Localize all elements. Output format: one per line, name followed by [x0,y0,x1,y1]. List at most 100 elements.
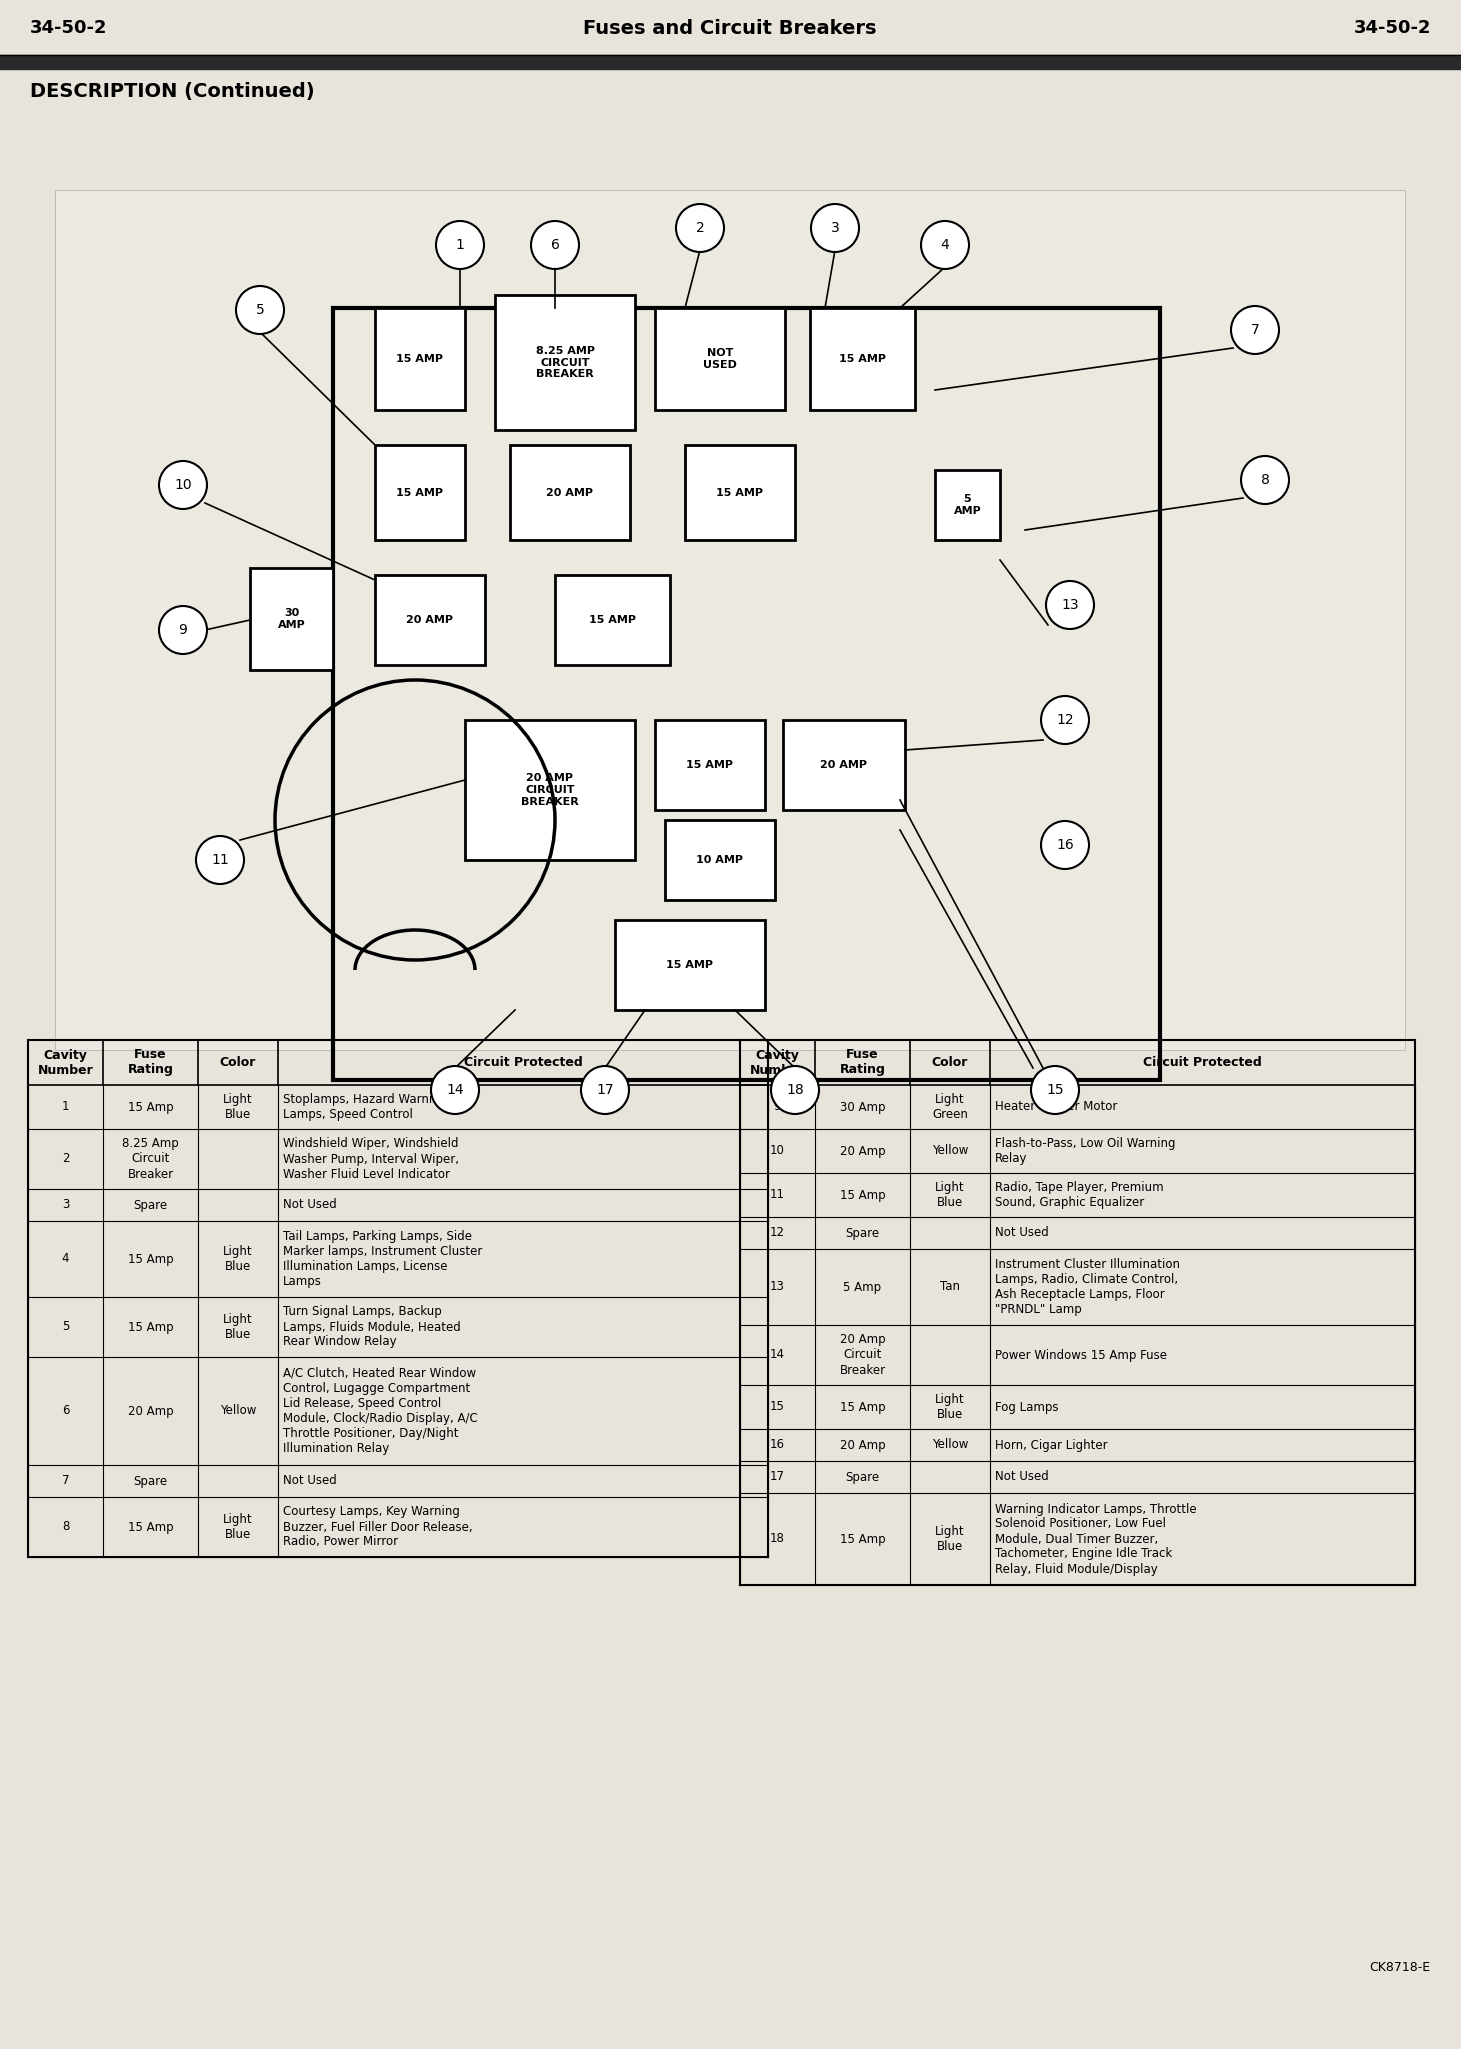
Text: 30
AMP: 30 AMP [278,609,305,629]
Text: 8.25 AMP
CIRCUIT
BREAKER: 8.25 AMP CIRCUIT BREAKER [536,346,595,379]
Text: 4: 4 [61,1252,69,1266]
Text: 12: 12 [770,1227,785,1240]
Text: Fog Lamps: Fog Lamps [995,1402,1059,1414]
Text: 16: 16 [770,1438,785,1451]
Text: Light
Blue: Light Blue [935,1524,964,1553]
Text: 10: 10 [770,1145,785,1158]
Text: 5 Amp: 5 Amp [843,1281,881,1293]
Text: 1: 1 [456,238,465,252]
Bar [655,719,766,809]
Bar [555,576,671,666]
Bar [495,295,636,430]
Text: Not Used: Not Used [995,1227,1049,1240]
Text: Cavity
Number: Cavity Number [38,1049,94,1076]
Text: 15 Amp: 15 Amp [127,1252,174,1266]
Bar [56,191,1405,1049]
Text: Light
Blue: Light Blue [224,1512,253,1541]
Text: Light
Blue: Light Blue [935,1393,964,1422]
Text: 6: 6 [61,1404,69,1418]
Text: 5
AMP: 5 AMP [954,494,982,516]
Text: Yellow: Yellow [932,1438,969,1451]
Bar [665,820,774,900]
Text: 3: 3 [831,221,840,236]
Text: 15 AMP: 15 AMP [666,961,713,969]
Text: 9: 9 [178,623,187,637]
Text: Turn Signal Lamps, Backup
Lamps, Fluids Module, Heated
Rear Window Relay: Turn Signal Lamps, Backup Lamps, Fluids … [283,1305,460,1348]
Text: 8: 8 [1261,473,1270,488]
Text: 2: 2 [61,1152,69,1166]
Text: Fuse
Rating: Fuse Rating [840,1049,885,1076]
Text: 14: 14 [770,1348,785,1361]
Text: Cavity
Number: Cavity Number [749,1049,805,1076]
Text: 15 Amp: 15 Amp [840,1402,885,1414]
Text: Not Used: Not Used [283,1475,336,1488]
Text: Spare: Spare [846,1471,880,1483]
Text: Horn, Cigar Lighter: Horn, Cigar Lighter [995,1438,1107,1451]
Text: 20 AMP: 20 AMP [406,615,453,625]
Text: Spare: Spare [133,1199,168,1211]
Text: 11: 11 [212,852,229,867]
Text: Power Windows 15 Amp Fuse: Power Windows 15 Amp Fuse [995,1348,1167,1361]
Bar [375,445,465,541]
Text: 14: 14 [446,1084,463,1096]
Circle shape [1240,457,1289,504]
Text: 11: 11 [770,1188,785,1201]
Circle shape [431,1065,479,1115]
Text: 20 AMP: 20 AMP [821,760,868,770]
Text: 5: 5 [61,1320,69,1334]
Text: 20 AMP
CIRCUIT
BREAKER: 20 AMP CIRCUIT BREAKER [522,772,579,807]
Circle shape [1042,697,1088,744]
Text: 15 Amp: 15 Amp [840,1533,885,1545]
Text: Color: Color [932,1055,969,1070]
Text: 15 AMP: 15 AMP [396,488,444,498]
Text: 34-50-2: 34-50-2 [1353,18,1430,37]
Bar [510,445,630,541]
Text: Spare: Spare [133,1475,168,1488]
Text: Radio, Tape Player, Premium
Sound, Graphic Equalizer: Radio, Tape Player, Premium Sound, Graph… [995,1180,1163,1209]
Text: Fuses and Circuit Breakers: Fuses and Circuit Breakers [583,18,877,37]
Bar [935,469,999,541]
Text: 20 AMP: 20 AMP [546,488,593,498]
Text: 13: 13 [770,1281,785,1293]
Text: 20 Amp: 20 Amp [127,1404,174,1418]
Text: Instrument Cluster Illumination
Lamps, Radio, Climate Control,
Ash Receptacle La: Instrument Cluster Illumination Lamps, R… [995,1258,1180,1315]
Text: DESCRIPTION (Continued): DESCRIPTION (Continued) [31,82,314,100]
Text: Yellow: Yellow [932,1145,969,1158]
Text: Warning Indicator Lamps, Throttle
Solenoid Positioner, Low Fuel
Module, Dual Tim: Warning Indicator Lamps, Throttle Soleno… [995,1502,1197,1576]
Text: 15 AMP: 15 AMP [687,760,733,770]
Circle shape [581,1065,630,1115]
Circle shape [676,205,725,252]
Text: Heater Blower Motor: Heater Blower Motor [995,1100,1118,1113]
Text: 17: 17 [770,1471,785,1483]
Text: 4: 4 [941,238,950,252]
Text: Tail Lamps, Parking Lamps, Side
Marker lamps, Instrument Cluster
Illumination La: Tail Lamps, Parking Lamps, Side Marker l… [283,1229,482,1289]
Bar [783,719,904,809]
Circle shape [196,836,244,883]
Text: 15 AMP: 15 AMP [716,488,764,498]
Text: Spare: Spare [846,1227,880,1240]
Text: 34-50-2: 34-50-2 [31,18,108,37]
Circle shape [435,221,484,268]
Bar [809,307,915,410]
Text: 20 Amp: 20 Amp [840,1438,885,1451]
Text: Circuit Protected: Circuit Protected [463,1055,583,1070]
Text: Stoplamps, Hazard Warning
Lamps, Speed Control: Stoplamps, Hazard Warning Lamps, Speed C… [283,1092,447,1121]
Text: 2: 2 [695,221,704,236]
Text: 20 Amp
Circuit
Breaker: 20 Amp Circuit Breaker [840,1334,885,1377]
Text: 15 AMP: 15 AMP [396,354,444,365]
Text: Light
Blue: Light Blue [224,1092,253,1121]
Bar [465,719,636,861]
Text: 15 AMP: 15 AMP [839,354,885,365]
Circle shape [159,607,207,654]
Text: 15: 15 [770,1402,785,1414]
Bar [655,307,785,410]
Text: CK8718-E: CK8718-E [1369,1961,1430,1973]
Circle shape [1232,305,1278,354]
Circle shape [771,1065,820,1115]
Text: 7: 7 [1251,324,1259,336]
Text: 15 Amp: 15 Amp [127,1520,174,1533]
Circle shape [1031,1065,1080,1115]
Text: 15 Amp: 15 Amp [127,1320,174,1334]
Text: Tan: Tan [939,1281,960,1293]
Text: Light
Green: Light Green [932,1092,969,1121]
